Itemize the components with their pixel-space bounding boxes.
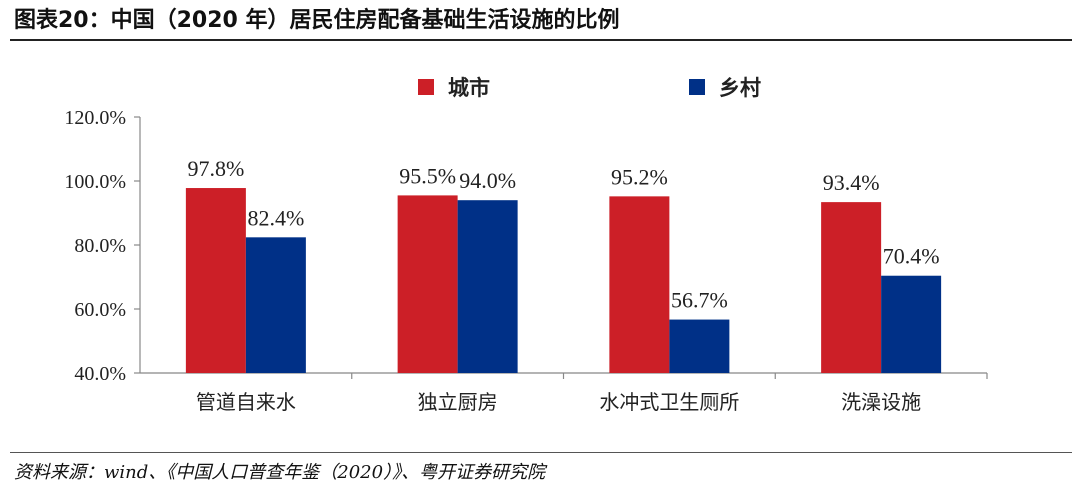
- bar-chart: 40.0% 60.0% 80.0% 100.0% 120.0% 97.8%82.4% 管道自…: [64, 76, 988, 414]
- y-tick-label: 100.0%: [64, 171, 126, 193]
- bar-rural: [245, 237, 306, 373]
- source-divider: [10, 452, 1072, 453]
- bar-rural: [669, 319, 730, 373]
- bar-rural: [881, 275, 942, 373]
- title-divider: [10, 39, 1072, 41]
- data-label: 94.0%: [459, 168, 516, 193]
- bar-rural: [457, 200, 518, 373]
- legend-swatch: [689, 79, 705, 95]
- chart-title: 图表20：中国（2020 年）居民住房配备基础生活设施的比例: [14, 8, 620, 33]
- category-label: 独立厨房: [418, 390, 498, 414]
- legend-label: 城市: [448, 76, 490, 100]
- bar-urban: [397, 195, 458, 373]
- legend-label: 乡村: [719, 76, 761, 100]
- y-tick-label: 60.0%: [74, 299, 126, 321]
- bar-urban: [609, 196, 670, 373]
- data-label: 95.2%: [611, 164, 668, 189]
- data-label: 93.4%: [823, 170, 880, 195]
- y-tick-label: 80.0%: [74, 235, 126, 257]
- legend-swatch: [418, 79, 434, 95]
- data-label: 56.7%: [671, 288, 728, 313]
- data-label: 97.8%: [187, 156, 244, 181]
- category-label: 洗澡设施: [841, 390, 921, 414]
- data-label: 82.4%: [247, 205, 304, 230]
- data-label: 95.5%: [399, 163, 456, 188]
- bar-urban: [185, 188, 246, 373]
- category-label: 管道自来水: [196, 390, 296, 414]
- y-tick-label: 40.0%: [74, 363, 126, 385]
- category-label: 水冲式卫生厕所: [599, 390, 739, 414]
- data-label: 70.4%: [883, 244, 940, 269]
- y-tick-label: 120.0%: [64, 107, 126, 129]
- source-note: 资料来源：wind、《中国人口普查年鉴（2020）》、粤开证券研究院: [14, 462, 546, 483]
- bar-urban: [821, 202, 882, 373]
